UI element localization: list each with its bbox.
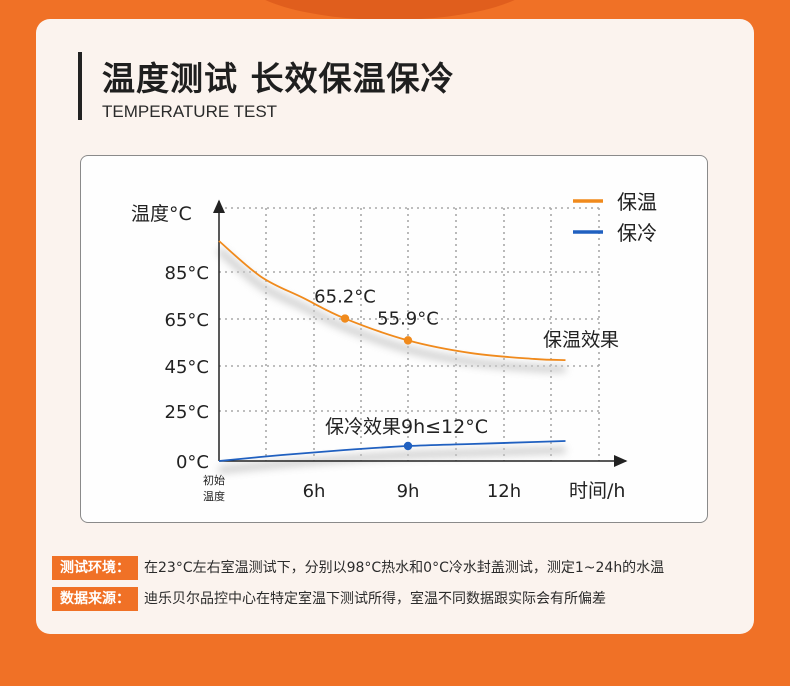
note-text: 迪乐贝尔品控中心在特定室温下测试所得，室温不同数据跟实际会有所偏差	[144, 591, 606, 607]
legend-label-warm: 保温	[617, 190, 657, 214]
note-tag: 测试环境：	[52, 556, 138, 580]
x-tick-label: 9h	[397, 481, 420, 502]
chart-line-shadows	[216, 247, 566, 474]
title-accent-bar	[78, 52, 82, 120]
legend-label-cold: 保冷	[617, 221, 657, 245]
series-line-warm	[218, 240, 566, 362]
y-tick-label: 65°C	[165, 310, 209, 331]
chart-labels: 温度°C 时间/h 初始 温度 85°C 65°C 45°C 25°C 0°C 6h 9h 1…	[131, 203, 625, 503]
chart-series	[218, 240, 566, 462]
note-tag: 数据来源：	[52, 587, 138, 611]
y-tick-label: 85°C	[165, 263, 209, 284]
series-annotation-cold: 保冷效果9h≤12°C	[325, 416, 488, 438]
chart-container: 温度°C 时间/h 初始 温度 85°C 65°C 45°C 25°C 0°C 6h 9h 1…	[80, 155, 708, 523]
chart-axes	[213, 199, 628, 467]
note-data-source: 数据来源： 迪乐贝尔品控中心在特定室温下测试所得，室温不同数据跟实际会有所偏差	[52, 587, 606, 611]
x-start-label-bottom: 温度	[203, 489, 225, 503]
data-label-warm: 55.9°C	[377, 308, 439, 329]
note-text: 在23°C左右室温测试下，分别以98°C热水和0°C冷水封盖测试，测定1~24h…	[144, 560, 665, 576]
y-tick-label: 45°C	[165, 357, 209, 378]
data-point-warm	[340, 314, 350, 323]
temperature-chart: 温度°C 时间/h 初始 温度 85°C 65°C 45°C 25°C 0°C 6h 9h 1…	[131, 190, 657, 503]
x-tick-label: 12h	[487, 481, 521, 502]
y-tick-label: 0°C	[176, 452, 209, 473]
series-shadow-warm	[216, 247, 566, 373]
x-axis-label: 时间/h	[569, 480, 625, 502]
top-decoration	[240, 0, 540, 20]
data-point-cold	[403, 441, 413, 451]
y-axis-label: 温度°C	[131, 203, 192, 225]
chart-legend: 保温保冷	[573, 190, 657, 245]
note-test-environment: 测试环境： 在23°C左右室温测试下，分别以98°C热水和0°C冷水封盖测试，测定…	[52, 556, 664, 580]
page-subtitle: TEMPERATURE TEST	[102, 102, 278, 121]
page-title: 温度测试 长效保温保冷	[102, 59, 455, 98]
x-tick-label: 6h	[303, 481, 326, 502]
y-tick-label: 25°C	[165, 402, 209, 423]
x-start-label-top: 初始	[203, 473, 225, 487]
series-end-label-warm: 保温效果	[543, 329, 619, 351]
data-point-warm	[403, 336, 413, 345]
series-shadow-cold	[218, 446, 566, 474]
data-label-warm: 65.2°C	[314, 287, 376, 308]
